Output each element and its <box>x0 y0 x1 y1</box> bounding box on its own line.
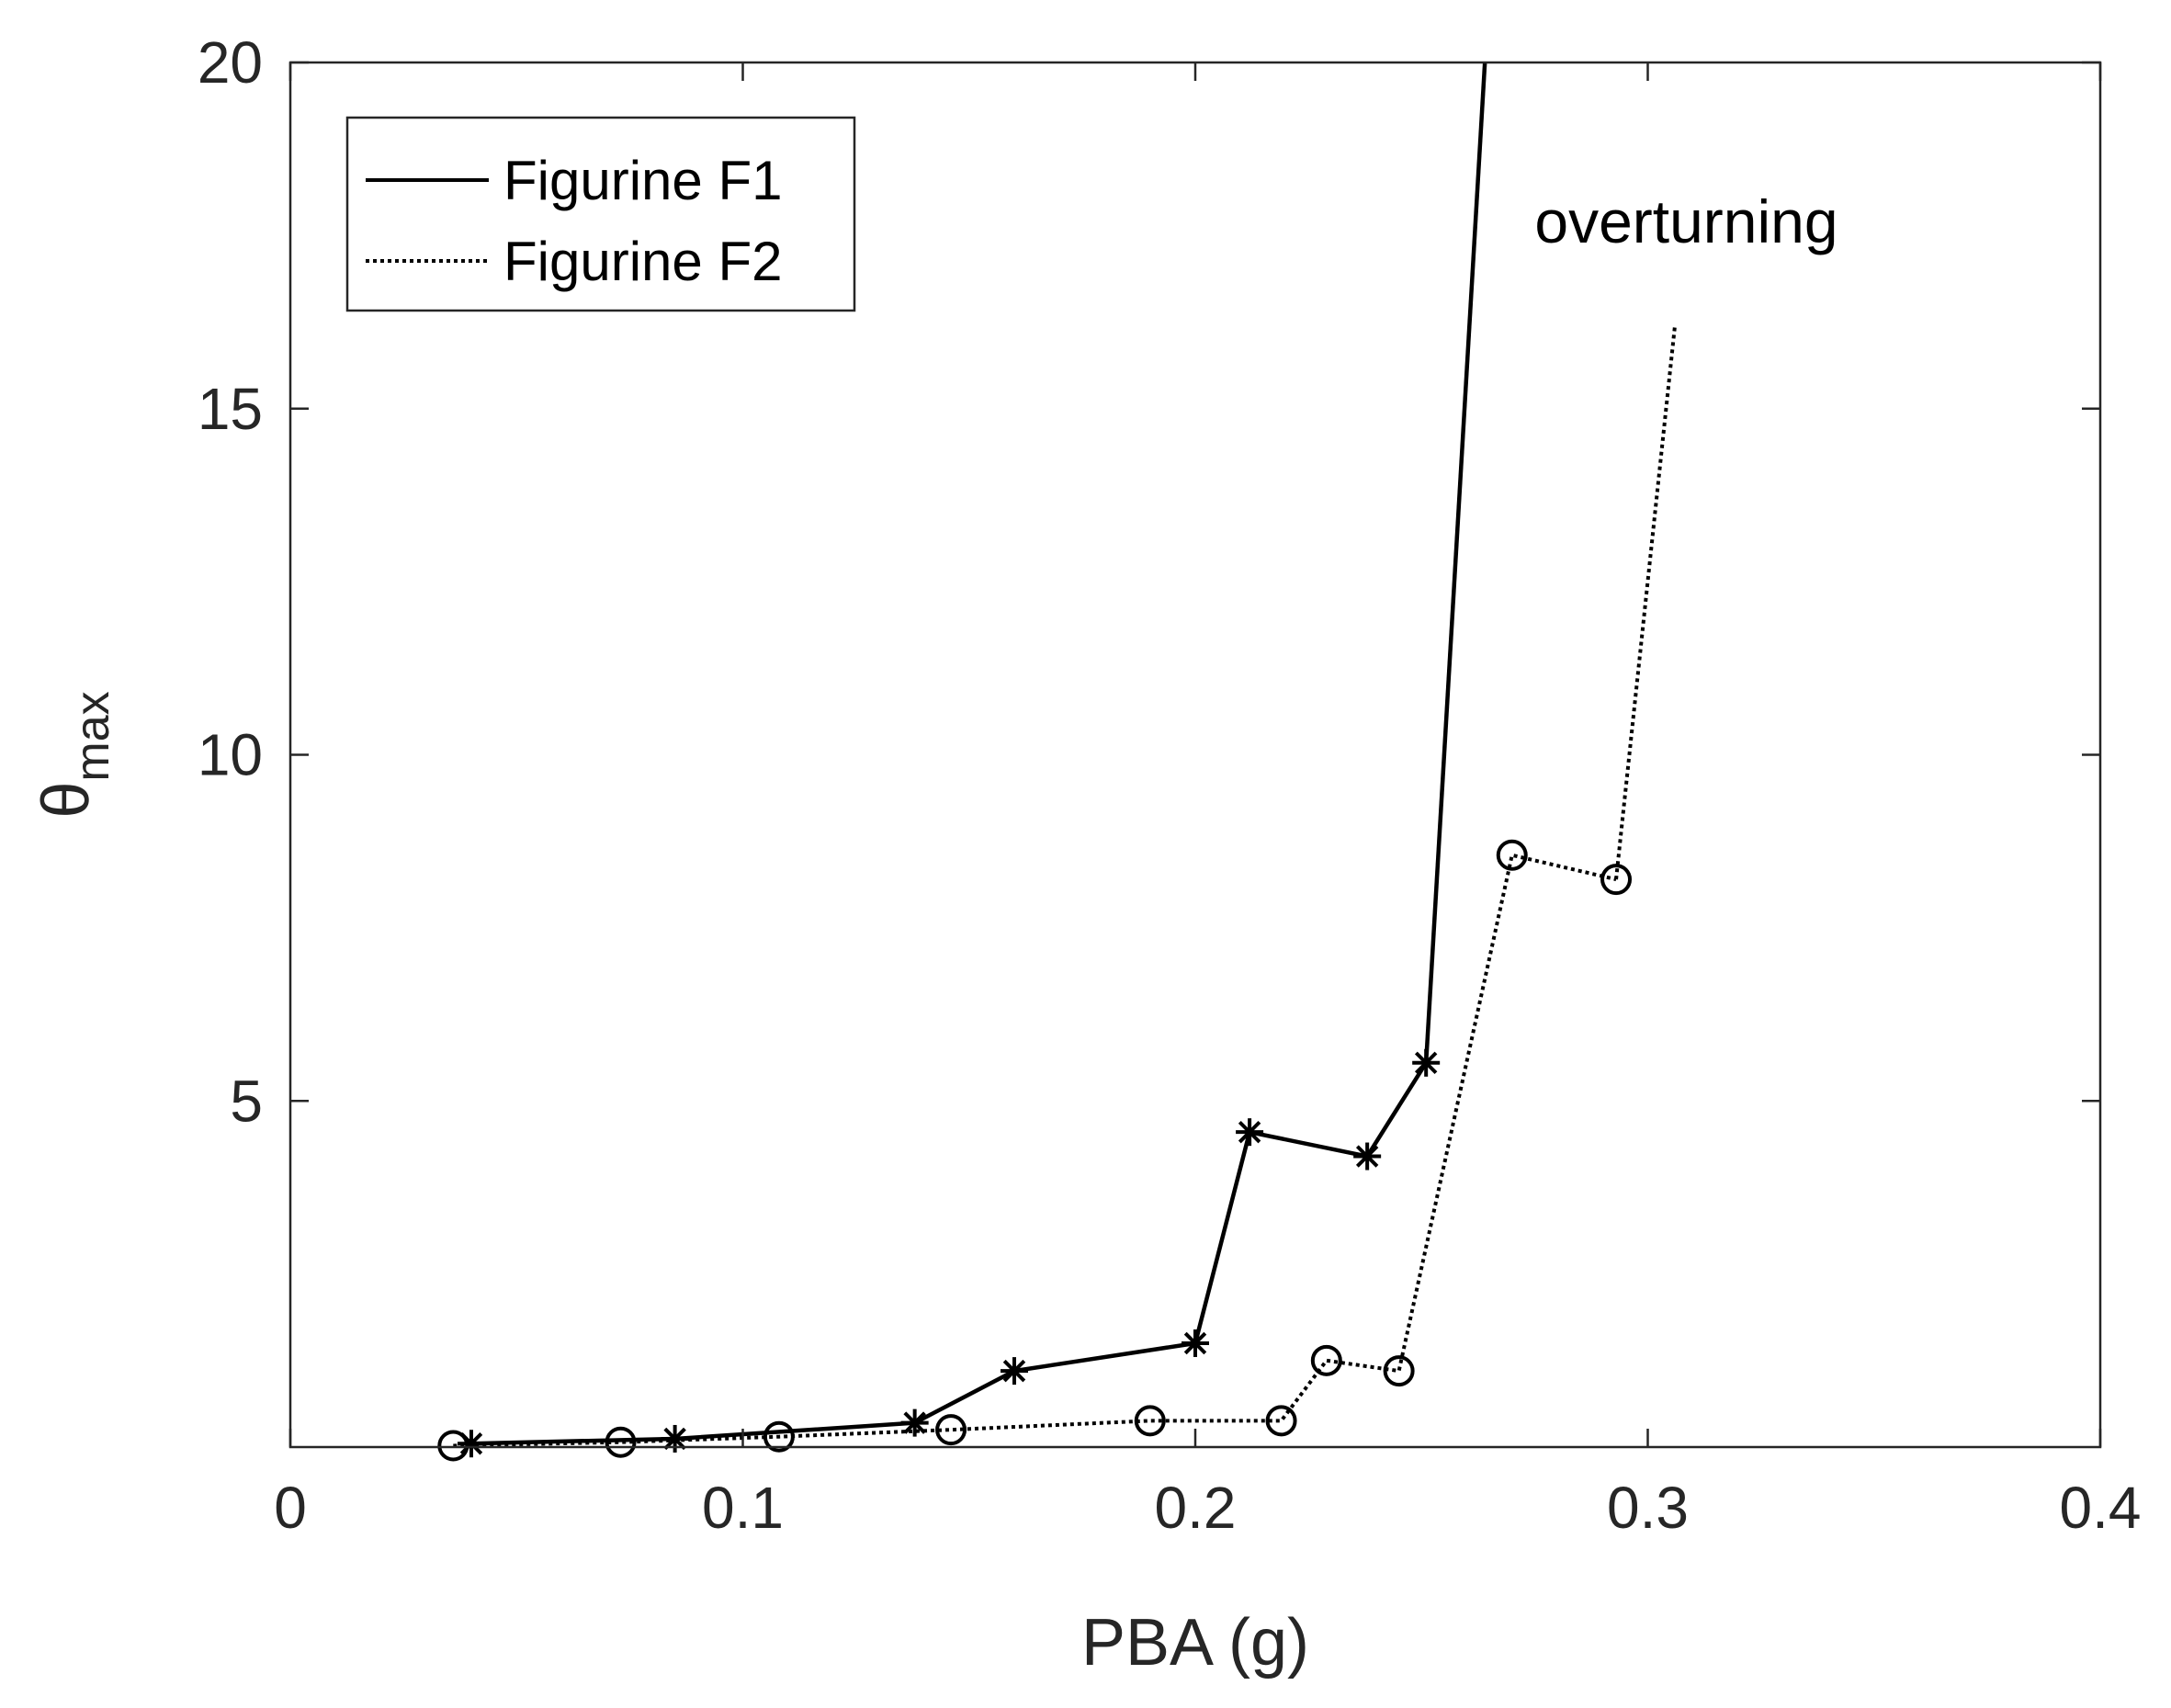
series-extension-2 <box>1614 325 1678 880</box>
y-tick-label: 10 <box>198 722 263 788</box>
x-tick-label: 0.3 <box>1607 1475 1689 1541</box>
data-point-circle <box>1310 1344 1342 1376</box>
legend-box <box>345 116 856 312</box>
y-axis-title-main: θ <box>29 782 103 819</box>
y-axis-title-subscript: max <box>66 691 119 781</box>
annotation-overturning: overturning <box>1534 187 1837 255</box>
y-tick-label: 5 <box>230 1068 263 1134</box>
x-axis-title: PBA (g) <box>1081 1606 1309 1680</box>
data-point-asterisk <box>1182 1329 1209 1357</box>
y-tick-label: 15 <box>198 376 263 442</box>
x-tick-label: 0.4 <box>2060 1475 2142 1541</box>
legend: Figurine F1 Figurine F2 <box>345 116 856 312</box>
tick-labels-layer: 0 0.1 0.2 0.3 0.4 5 10 15 20 <box>198 29 2142 1541</box>
legend-label-figurine-f1: Figurine F1 <box>503 150 782 211</box>
data-point-asterisk <box>1236 1118 1264 1147</box>
x-tick-label: 0.2 <box>1155 1475 1237 1541</box>
series-extension-1 <box>1423 62 1487 1063</box>
series-line-1 <box>470 1061 1429 1446</box>
data-point-asterisk <box>1412 1048 1441 1077</box>
data-point-circle <box>1134 1405 1166 1437</box>
data-point-circle <box>763 1420 795 1453</box>
data-point-circle <box>935 1414 967 1446</box>
y-tick-label: 20 <box>198 29 263 96</box>
legend-label-figurine-f2: Figurine F2 <box>503 231 782 292</box>
data-point-circle <box>1496 839 1528 871</box>
data-point-asterisk <box>900 1408 929 1437</box>
data-point-circle <box>1600 864 1633 896</box>
data-point-circle <box>605 1426 637 1458</box>
series-layer <box>437 62 1678 1462</box>
data-point-asterisk <box>1001 1357 1028 1386</box>
x-tick-label: 0.1 <box>702 1475 784 1541</box>
data-point-circle <box>437 1430 469 1462</box>
data-point-asterisk <box>1353 1142 1382 1171</box>
data-point-circle <box>1383 1355 1415 1387</box>
y-axis-title: θmax <box>29 691 119 818</box>
ticks-layer <box>288 61 2102 1447</box>
data-point-circle <box>1265 1405 1297 1437</box>
x-tick-label: 0 <box>274 1475 307 1541</box>
